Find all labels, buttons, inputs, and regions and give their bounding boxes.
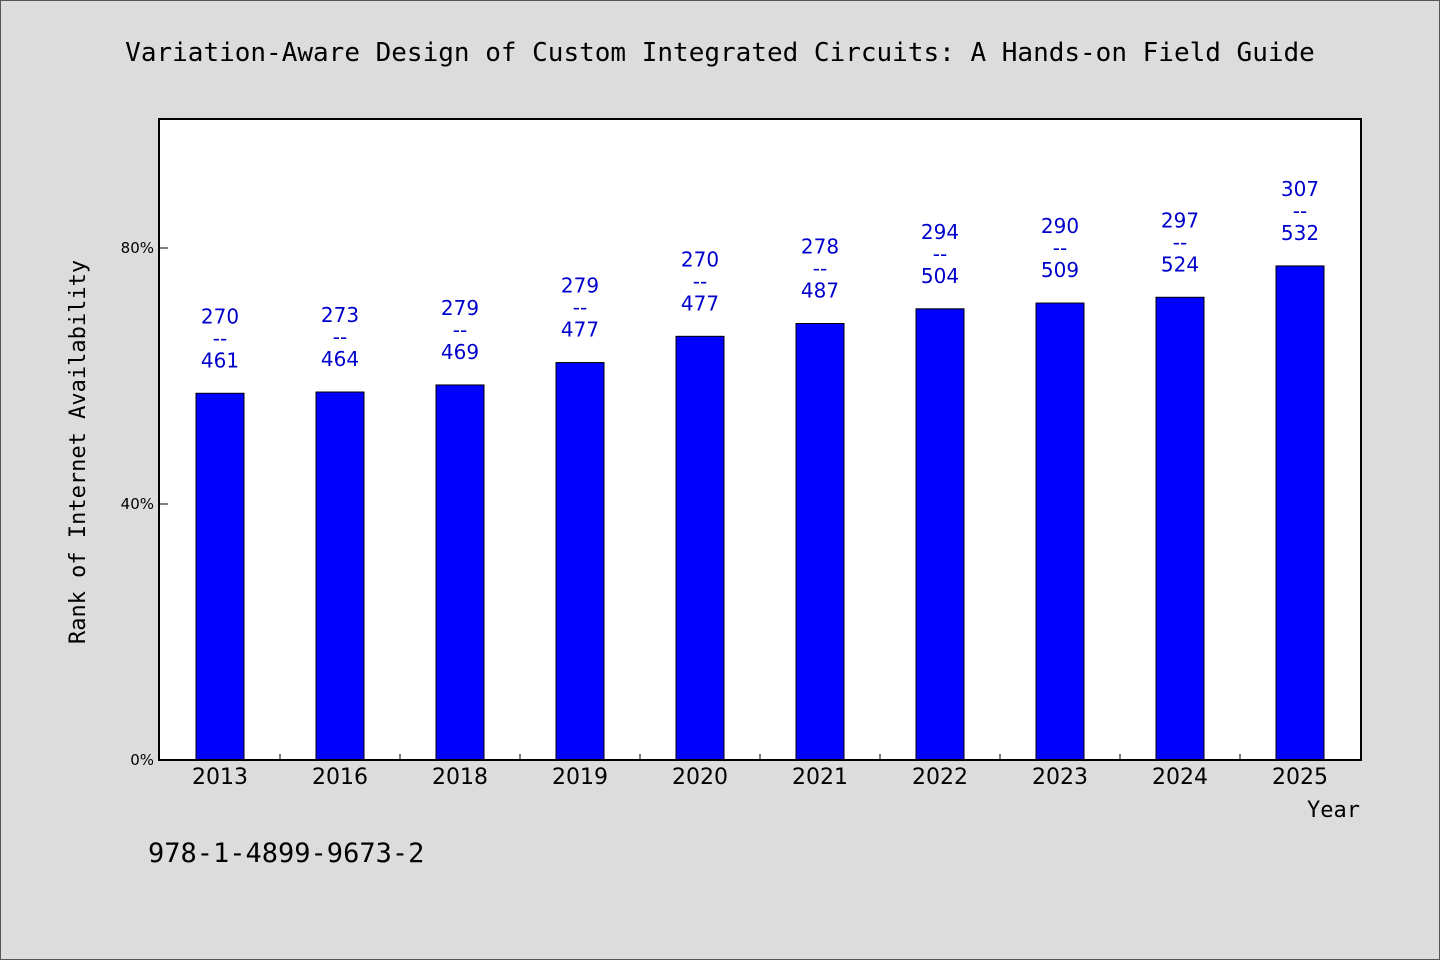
data-label-2024-top: 297: [1161, 208, 1199, 232]
x-tick-label-2023: 2023: [1032, 765, 1088, 790]
data-label-2018-sep: --: [453, 318, 467, 342]
y-tick-label: 80%: [121, 239, 154, 257]
data-label-2023-top: 290: [1041, 214, 1079, 238]
data-label-2013-bottom: 461: [201, 348, 239, 372]
x-axis-title: Year: [1307, 798, 1360, 823]
data-label-2018-top: 279: [441, 296, 479, 320]
bar-2018: [435, 384, 485, 761]
data-label-2019-sep: --: [573, 296, 587, 320]
data-label-2021-top: 278: [801, 235, 839, 259]
data-label-2016-bottom: 464: [321, 347, 359, 371]
data-label-2025-top: 307: [1281, 177, 1319, 201]
y-tick-label: 40%: [121, 495, 154, 513]
data-label-2022-bottom: 504: [921, 264, 959, 288]
x-tick-label-2013: 2013: [192, 765, 248, 790]
x-tick-label-2022: 2022: [912, 765, 968, 790]
bar-2021: [795, 323, 845, 761]
data-label-2019-bottom: 477: [561, 318, 599, 342]
data-label-2022-sep: --: [933, 242, 947, 266]
x-tick-label-2020: 2020: [672, 765, 728, 790]
data-label-2023-sep: --: [1053, 236, 1067, 260]
data-label-2013-top: 270: [201, 304, 239, 328]
isbn-text: 978-1-4899-9673-2: [148, 838, 424, 869]
data-label-2020-top: 270: [681, 247, 719, 271]
x-tick-label-2016: 2016: [312, 765, 368, 790]
data-label-2019-top: 279: [561, 274, 599, 298]
bar-2023: [1035, 302, 1085, 761]
data-label-2021-sep: --: [813, 257, 827, 281]
data-label-2016-sep: --: [333, 325, 347, 349]
data-label-2013-sep: --: [213, 326, 227, 350]
bar-2025: [1275, 265, 1325, 761]
chart-title: Variation-Aware Design of Custom Integra…: [125, 38, 1315, 68]
data-label-2025-bottom: 532: [1281, 221, 1319, 245]
data-label-2022-top: 294: [921, 220, 959, 244]
data-label-2023-bottom: 509: [1041, 258, 1079, 282]
data-label-2018-bottom: 469: [441, 340, 479, 364]
x-tick-label-2018: 2018: [432, 765, 488, 790]
data-label-2024-sep: --: [1173, 230, 1187, 254]
bar-2022: [915, 308, 965, 761]
plot-border: [158, 118, 1362, 761]
y-axis-title: Rank of Internet Availability: [66, 260, 91, 644]
x-tick-label-2024: 2024: [1152, 765, 1208, 790]
bar-2019: [555, 362, 605, 761]
bar-2013: [195, 392, 245, 761]
data-label-2021-bottom: 487: [801, 279, 839, 303]
x-tick-label-2021: 2021: [792, 765, 848, 790]
x-tick-label-2025: 2025: [1272, 765, 1328, 790]
bar-2016: [315, 391, 365, 761]
bar-2020: [675, 335, 725, 761]
y-tick-label: 0%: [130, 751, 154, 769]
axis-layer: 2013 2016 2018 2019 2020 2021 2022 2023 2024 2025…: [121, 239, 1328, 790]
data-label-2020-bottom: 477: [681, 291, 719, 315]
data-label-2025-sep: --: [1293, 199, 1307, 223]
data-label-2016-top: 273: [321, 303, 359, 327]
data-label-2020-sep: --: [693, 269, 707, 293]
bar-2024: [1155, 296, 1205, 761]
x-tick-label-2019: 2019: [552, 765, 608, 790]
data-label-2024-bottom: 524: [1161, 252, 1199, 276]
data-labels-layer: 270--461273--464279--469279--477270--477…: [201, 177, 1319, 372]
bars-layer: [195, 265, 1325, 761]
